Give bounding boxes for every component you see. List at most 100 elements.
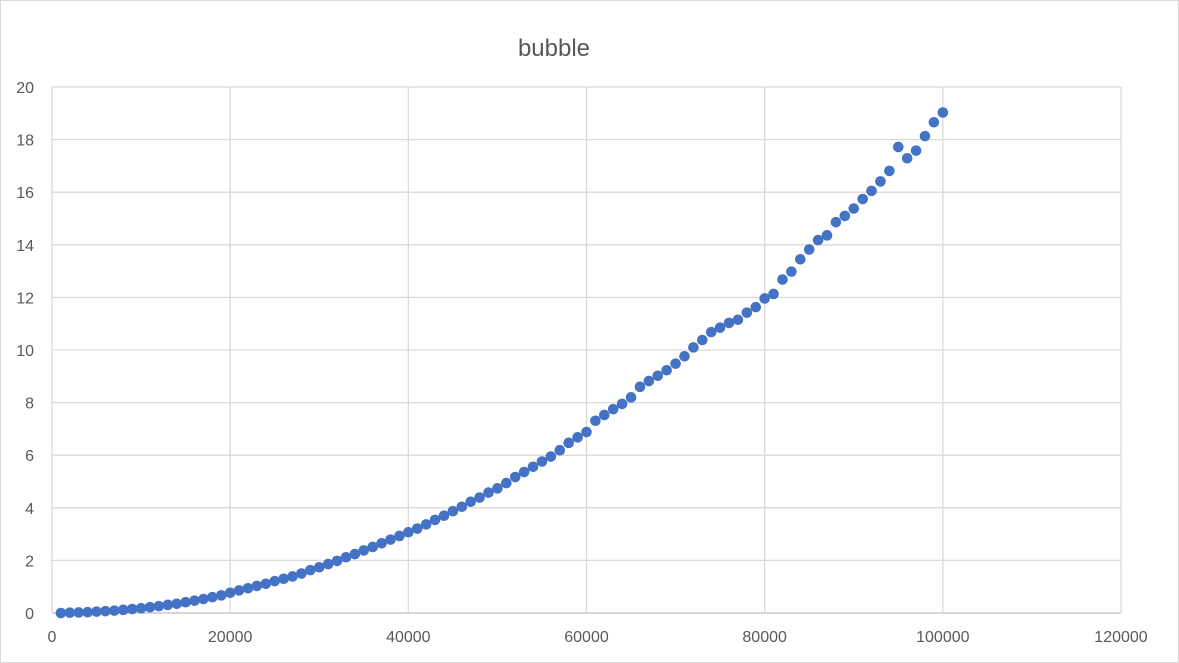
data-point [679, 351, 690, 362]
data-point [723, 317, 735, 329]
data-point [563, 437, 574, 449]
data-point [411, 523, 423, 534]
data-point [438, 510, 450, 521]
data-point [224, 587, 236, 599]
data-point [554, 444, 566, 456]
data-point [215, 590, 227, 601]
data-point [162, 599, 174, 611]
y-tick-label: 6 [25, 448, 34, 465]
data-point [492, 483, 503, 494]
data-point [403, 526, 414, 538]
data-point [643, 375, 655, 387]
data-point [429, 514, 441, 526]
x-tick-label: 120000 [1094, 629, 1147, 646]
data-point [269, 575, 281, 587]
data-point [305, 564, 316, 576]
data-point [839, 210, 851, 222]
data-point [866, 185, 877, 197]
data-point [634, 381, 646, 393]
data-point [198, 593, 209, 605]
data-point [848, 203, 860, 214]
y-tick-label: 8 [25, 396, 34, 413]
data-point [278, 573, 289, 585]
y-tick-label: 2 [25, 553, 34, 570]
data-point [732, 314, 744, 326]
x-tick-label: 80000 [742, 629, 787, 646]
y-tick-label: 4 [25, 501, 34, 518]
data-point [741, 307, 753, 318]
data-point [509, 471, 521, 483]
data-point [109, 605, 120, 616]
data-point [714, 322, 726, 333]
data-point [251, 580, 263, 592]
data-point [501, 477, 512, 489]
data-point [420, 519, 432, 530]
data-point [590, 415, 601, 427]
data-point [795, 253, 806, 265]
data-point [616, 398, 628, 410]
data-point [857, 193, 868, 205]
data-point [910, 145, 922, 156]
data-point [812, 234, 824, 246]
x-tick-label: 20000 [208, 629, 253, 646]
data-point [759, 293, 770, 304]
data-points [55, 107, 949, 619]
data-point [661, 364, 672, 376]
data-point [242, 582, 254, 594]
data-point [367, 541, 379, 553]
x-tick-label: 100000 [916, 629, 969, 646]
data-point [376, 538, 387, 549]
y-tick-label: 10 [16, 343, 34, 360]
data-point [322, 558, 334, 570]
data-point [777, 274, 788, 285]
data-point [607, 403, 619, 415]
y-tick-label: 20 [16, 80, 34, 97]
y-axis-tick-labels: 0 2 4 6 8 10 12 14 16 18 20 [16, 80, 34, 623]
data-point [233, 585, 245, 596]
x-axis-tick-labels: 0 20000 40000 60000 80000 100000 120000 [48, 629, 1148, 646]
data-point [518, 466, 530, 478]
data-point [928, 116, 940, 128]
data-point [144, 601, 156, 613]
data-point [465, 496, 476, 508]
data-point [349, 548, 361, 560]
data-point [180, 596, 191, 608]
data-point [821, 230, 833, 241]
data-point [474, 492, 485, 503]
data-point [447, 505, 459, 517]
data-point [937, 107, 949, 118]
data-point [82, 606, 93, 618]
data-point [358, 545, 370, 556]
data-point [652, 370, 664, 382]
data-point [340, 551, 352, 563]
gridlines [51, 86, 1122, 614]
data-point [91, 606, 102, 617]
data-point [456, 501, 468, 513]
y-tick-label: 18 [16, 133, 34, 150]
data-point [189, 595, 200, 606]
data-point [100, 605, 111, 617]
data-point [287, 571, 298, 582]
data-point [527, 461, 539, 473]
data-point [581, 426, 592, 438]
data-point [331, 555, 343, 567]
data-point [385, 534, 396, 545]
data-point [296, 568, 307, 579]
data-point [786, 266, 797, 277]
data-point [919, 130, 931, 142]
y-tick-label: 14 [16, 238, 34, 255]
data-point [207, 591, 218, 603]
data-point [750, 301, 762, 313]
data-point [260, 578, 272, 590]
data-point [830, 216, 842, 228]
data-point [135, 602, 147, 614]
data-point [697, 334, 708, 346]
data-point [892, 141, 904, 153]
data-point [313, 561, 325, 573]
data-point [884, 165, 895, 177]
data-point [670, 358, 681, 369]
data-point [768, 288, 779, 300]
x-tick-label: 40000 [386, 629, 431, 646]
